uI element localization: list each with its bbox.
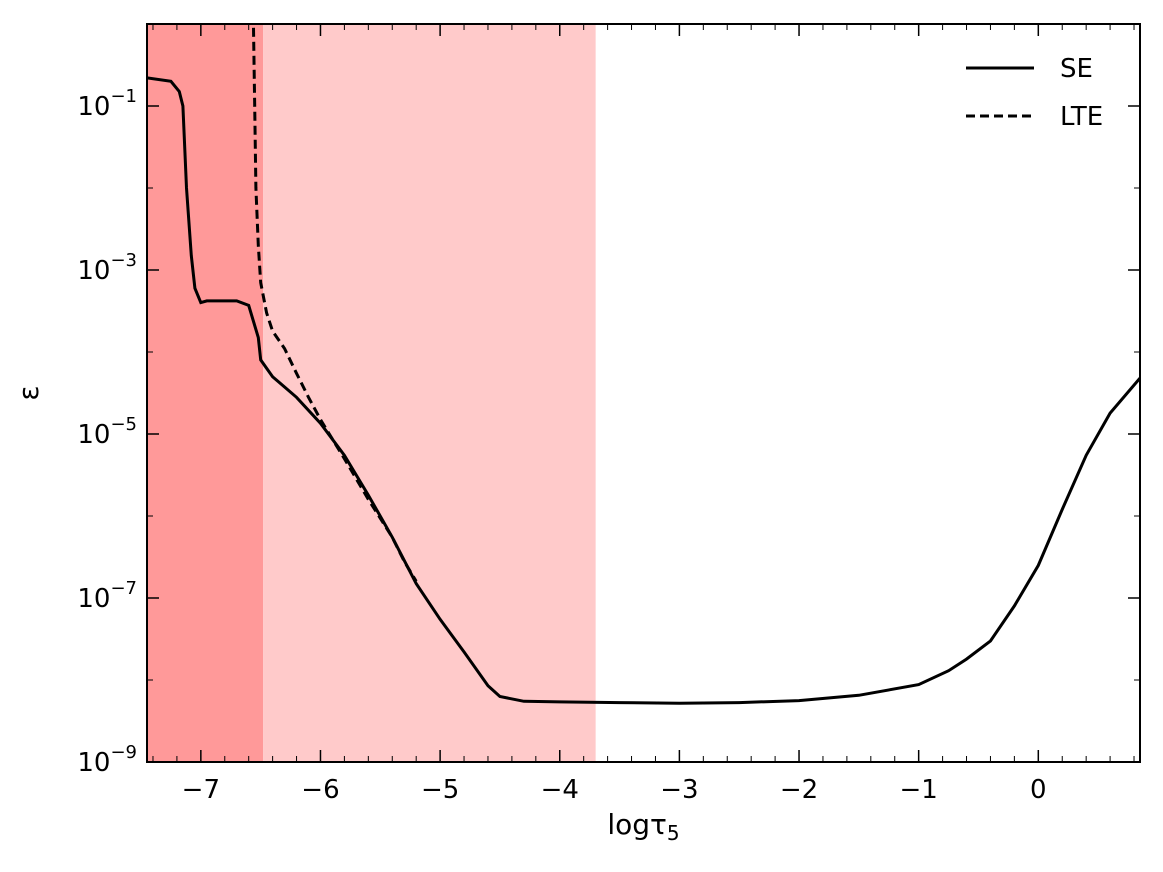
x-tick-label: −6 (301, 775, 339, 805)
series-line-se (147, 76, 1140, 705)
y-axis-label: ε (12, 385, 45, 400)
x-tick-label: −2 (780, 775, 818, 805)
y-axis-ticks: 10−9 10−7 10−5 10−3 10−1 (77, 86, 1140, 778)
y-tick-label: 10−9 (77, 742, 137, 778)
shaded-region-1 (147, 24, 264, 762)
legend-label-se: SE (1060, 54, 1093, 84)
shaded-regions (147, 24, 596, 762)
x-axis-label-subscript: 5 (667, 821, 680, 845)
x-tick-label: −1 (900, 775, 938, 805)
x-tick-label: −3 (660, 775, 698, 805)
x-tick-label: 0 (1030, 775, 1047, 805)
y-tick-label: 10−3 (77, 250, 137, 286)
y-tick-label: 10−7 (77, 578, 137, 614)
y-tick-label: 10−1 (77, 86, 137, 122)
x-axis-label-main: logτ (607, 808, 667, 841)
plot-frame (146, 23, 1141, 763)
x-tick-label: −5 (421, 775, 459, 805)
x-tick-label: −4 (541, 775, 579, 805)
legend: SE LTE (966, 54, 1103, 132)
x-axis-label: logτ5 (607, 808, 679, 845)
y-tick-label: 10−5 (77, 414, 137, 450)
series-line-lte (252, 27, 418, 583)
x-axis-ticks: −7 −6 −5 −4 −3 −2 −1 0 (152, 24, 1135, 805)
data-series (147, 27, 1140, 705)
legend-label-lte: LTE (1060, 102, 1103, 132)
shaded-region-2 (263, 24, 596, 762)
x-tick-label: −7 (182, 775, 220, 805)
